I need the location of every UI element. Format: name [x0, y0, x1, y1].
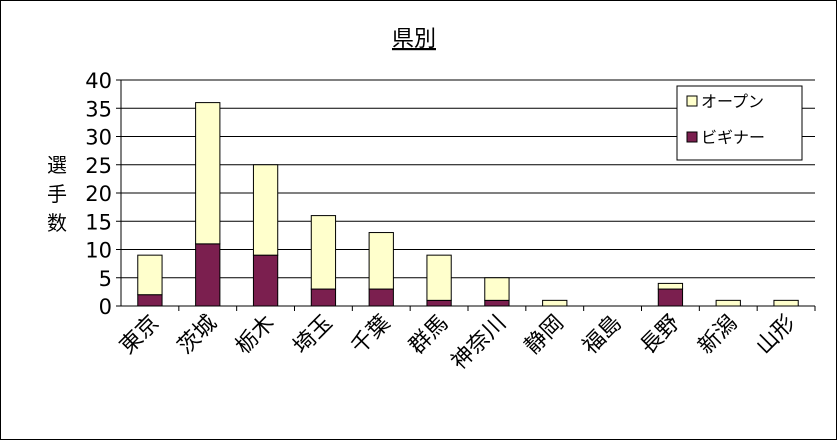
bar-segment: [137, 254, 163, 296]
y-tick-label: 0: [99, 295, 112, 319]
chart-title: 県別: [392, 27, 436, 52]
bar-segment: [773, 299, 799, 307]
legend-swatch: [686, 95, 698, 107]
y-axis-title-char: 選: [47, 153, 67, 177]
y-tick-label: 5: [99, 267, 112, 291]
y-tick-label: 20: [85, 182, 112, 206]
legend-swatch: [686, 131, 698, 143]
legend-label: オープン: [701, 92, 764, 111]
legend-box: [676, 85, 803, 161]
bar-segment: [195, 243, 221, 307]
bar-segment: [542, 299, 568, 307]
y-axis-title-char: 手: [47, 182, 67, 206]
y-tick-label: 40: [85, 69, 112, 93]
bar-segment: [484, 277, 510, 301]
bar-segment: [137, 294, 163, 307]
bar-segment: [252, 254, 279, 307]
y-tick-label: 25: [85, 154, 112, 178]
y-tick-label: 15: [85, 210, 112, 234]
y-axis-title-char: 数: [47, 211, 67, 235]
bar-segment: [426, 299, 452, 307]
bar-segment: [657, 282, 684, 290]
legend-label: ビギナー: [701, 128, 765, 147]
bar-segment: [310, 215, 337, 290]
y-tick-label: 35: [85, 97, 112, 121]
bar-segment: [426, 254, 452, 301]
bar-segment: [252, 164, 279, 256]
bar-segment: [368, 288, 394, 307]
bar-segment: [484, 299, 510, 307]
y-tick-label: 10: [85, 239, 112, 263]
bar-segment: [715, 299, 741, 307]
bar-segment: [368, 232, 394, 290]
bar-segment: [310, 288, 337, 307]
bar-segment: [657, 288, 684, 307]
bar-segment: [195, 102, 221, 245]
y-tick-label: 30: [85, 126, 112, 150]
